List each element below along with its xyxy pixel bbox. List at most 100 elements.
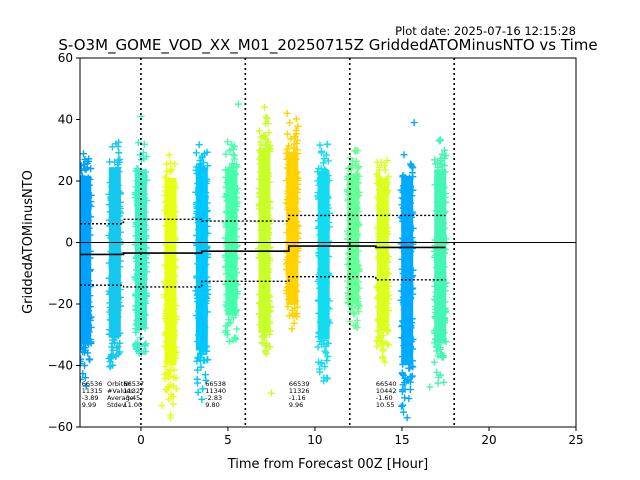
data-point xyxy=(171,328,179,336)
data-point xyxy=(113,227,121,235)
data-point xyxy=(168,246,176,254)
data-point xyxy=(81,246,89,254)
x-tick-label: 5 xyxy=(224,433,232,447)
data-point xyxy=(169,393,177,401)
data-point xyxy=(84,317,92,325)
y-tick-label: −60 xyxy=(48,420,73,434)
data-point xyxy=(170,306,178,314)
data-point xyxy=(222,150,230,158)
data-point xyxy=(166,159,174,167)
data-point xyxy=(116,156,124,164)
data-point xyxy=(293,288,301,296)
data-point xyxy=(355,265,363,273)
data-point xyxy=(165,395,173,403)
data-point xyxy=(322,331,330,339)
data-point xyxy=(435,137,443,145)
data-point xyxy=(163,160,171,168)
data-point xyxy=(200,150,208,158)
data-point xyxy=(265,308,273,316)
data-point xyxy=(232,335,240,343)
data-point xyxy=(203,308,211,316)
data-point xyxy=(352,277,360,285)
data-point xyxy=(344,298,352,306)
data-point xyxy=(263,339,271,347)
data-point xyxy=(224,280,232,288)
data-point xyxy=(344,197,352,205)
data-point xyxy=(109,286,117,294)
data-point xyxy=(113,344,121,352)
data-point xyxy=(350,322,358,330)
plot-date: Plot date: 2025-07-16 12:15:28 xyxy=(395,24,576,38)
data-point xyxy=(198,267,206,275)
data-point xyxy=(348,199,356,207)
data-point xyxy=(109,326,117,334)
data-point xyxy=(292,297,300,305)
data-point xyxy=(224,178,232,186)
data-point xyxy=(165,190,173,198)
data-point xyxy=(199,385,207,393)
data-point xyxy=(324,316,332,324)
data-point xyxy=(354,247,362,255)
data-point xyxy=(116,263,124,271)
data-point xyxy=(255,205,263,213)
data-point xyxy=(138,181,146,189)
data-point xyxy=(197,268,205,276)
data-point xyxy=(292,155,300,163)
data-point xyxy=(197,172,205,180)
data-point xyxy=(202,207,210,215)
data-point xyxy=(107,310,115,318)
data-point xyxy=(170,295,178,303)
data-point xyxy=(204,162,212,170)
data-point xyxy=(117,302,125,310)
data-point xyxy=(85,355,93,363)
data-point xyxy=(228,160,236,168)
data-point xyxy=(379,347,387,355)
data-point xyxy=(258,271,266,279)
data-point xyxy=(255,127,263,135)
data-point xyxy=(111,277,119,285)
data-point xyxy=(108,343,116,351)
data-point xyxy=(80,198,84,206)
data-point xyxy=(287,207,295,215)
data-point xyxy=(168,352,176,360)
data-point xyxy=(80,317,86,325)
data-point xyxy=(197,320,205,328)
orbit-block-value: 11.00 xyxy=(124,401,143,409)
data-point xyxy=(319,312,327,320)
data-point xyxy=(323,374,331,382)
data-point xyxy=(345,255,353,263)
data-point xyxy=(138,266,146,274)
data-point xyxy=(294,222,302,230)
data-point xyxy=(264,197,272,205)
data-point xyxy=(430,358,438,366)
data-point xyxy=(262,159,270,167)
data-point xyxy=(355,163,363,171)
data-point xyxy=(116,228,124,236)
data-point xyxy=(168,165,176,173)
data-point xyxy=(266,243,274,251)
data-point xyxy=(263,115,271,123)
data-point xyxy=(231,254,239,262)
data-point xyxy=(351,272,359,280)
data-point xyxy=(326,319,334,327)
data-point xyxy=(232,294,240,302)
data-point xyxy=(165,323,173,331)
data-point xyxy=(233,325,241,333)
data-point xyxy=(193,294,201,302)
data-point xyxy=(139,253,147,261)
data-point xyxy=(140,293,148,301)
y-tick-label: −20 xyxy=(48,297,73,311)
data-point xyxy=(226,146,234,154)
data-point xyxy=(112,330,120,338)
data-point xyxy=(223,191,231,199)
data-point xyxy=(230,155,238,163)
data-point xyxy=(343,188,351,196)
data-point xyxy=(80,281,84,289)
data-point xyxy=(265,228,273,236)
data-point xyxy=(353,231,361,239)
data-point xyxy=(284,303,292,311)
data-point xyxy=(222,183,230,191)
plot-data-layer xyxy=(80,58,576,427)
data-point xyxy=(169,400,177,408)
data-point xyxy=(324,204,332,212)
